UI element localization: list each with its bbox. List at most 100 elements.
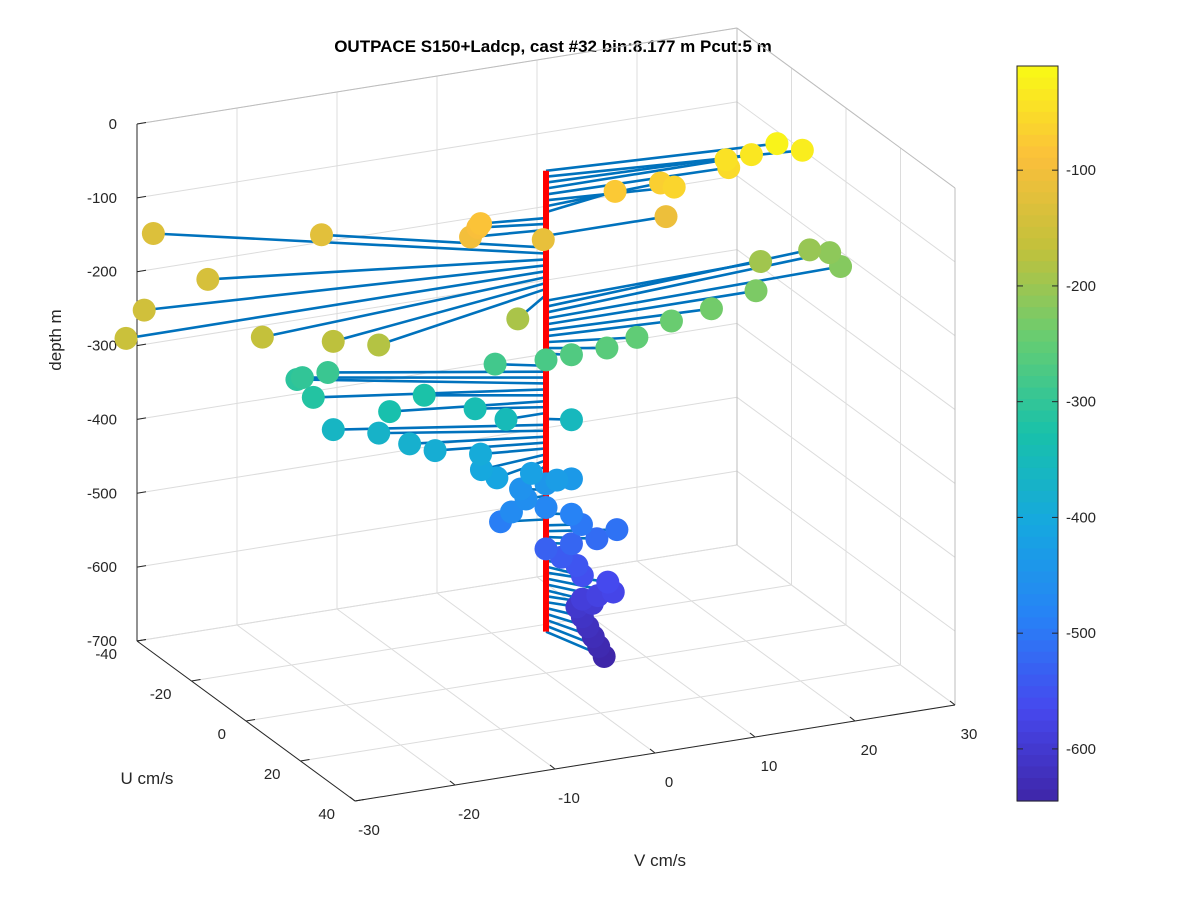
data-point — [744, 279, 768, 303]
colorbar-segment — [1017, 238, 1058, 251]
colorbar-segment — [1017, 697, 1058, 710]
colorbar-segment — [1017, 778, 1058, 791]
colorbar-segment — [1017, 123, 1058, 136]
data-point — [469, 442, 493, 466]
chart-title: OUTPACE S150+Ladcp, cast #32 bin:8.177 m… — [334, 37, 772, 56]
colorbar-segment — [1017, 261, 1058, 274]
z-tick-label: -200 — [87, 264, 117, 281]
colorbar-segment — [1017, 479, 1058, 492]
x-axis-label: V cm/s — [634, 851, 686, 870]
colorbar-segment — [1017, 307, 1058, 320]
velocity-stick — [545, 289, 757, 326]
z-tick-label: -100 — [87, 190, 117, 207]
colorbar-segment — [1017, 410, 1058, 423]
grid-line — [191, 584, 792, 682]
colorbar-segment — [1017, 536, 1058, 549]
velocity-stick — [378, 287, 547, 347]
grid-line — [736, 470, 956, 632]
z-tick-label: -600 — [87, 559, 117, 576]
data-point — [494, 407, 518, 431]
box-edge — [136, 27, 738, 125]
data-point — [559, 408, 583, 432]
data-point — [141, 221, 165, 245]
x-tick-mark — [849, 716, 856, 722]
colorbar-segment — [1017, 215, 1058, 228]
x-tick-label: 10 — [761, 758, 778, 775]
y-tick-mark — [354, 799, 365, 802]
data-point — [559, 532, 583, 556]
data-point — [196, 267, 220, 291]
velocity-stick — [378, 429, 547, 435]
z-tick-mark — [136, 122, 147, 125]
x-tick-label: -20 — [458, 806, 480, 823]
velocity-stick — [545, 260, 761, 303]
velocity-stick — [332, 281, 547, 343]
x-tick-label: 0 — [665, 774, 673, 791]
colorbar-segment — [1017, 789, 1058, 802]
z-tick-mark — [136, 565, 147, 568]
data-point — [301, 385, 325, 409]
grid-line — [245, 624, 847, 722]
data-point — [506, 307, 530, 331]
grid-line — [736, 101, 956, 263]
colorbar-segment — [1017, 732, 1058, 745]
colorbar-segment — [1017, 330, 1058, 343]
z-tick-label: 0 — [109, 116, 117, 133]
data-point — [519, 461, 543, 485]
colorbar-segment — [1017, 180, 1058, 193]
colorbar-segment — [1017, 755, 1058, 768]
velocity-stick — [262, 275, 547, 339]
data-point — [798, 238, 822, 262]
data-point — [290, 366, 314, 390]
colorbar-segment — [1017, 651, 1058, 664]
colorbar-segment — [1017, 743, 1058, 756]
colorbar-segment — [1017, 295, 1058, 308]
colorbar-segment — [1017, 571, 1058, 584]
grid-line — [736, 396, 956, 558]
data-point — [531, 228, 555, 252]
y-tick-mark — [300, 759, 310, 762]
data-point — [132, 298, 156, 322]
z-tick-mark — [136, 417, 147, 420]
grid-line — [136, 544, 738, 642]
x-tick-mark — [749, 732, 756, 738]
x-tick-mark — [549, 764, 556, 770]
velocity-stick — [545, 307, 712, 332]
z-tick-mark — [136, 269, 147, 273]
colorbar-segment — [1017, 387, 1058, 400]
data-point — [595, 336, 619, 360]
colorbar-segment — [1017, 88, 1058, 102]
data-point — [559, 502, 583, 526]
grid-line — [736, 323, 956, 484]
colorbar-segment — [1017, 720, 1058, 733]
colorbar-segment — [1017, 422, 1058, 435]
colorbar-segment — [1017, 559, 1058, 572]
z-tick-label: -400 — [87, 411, 117, 428]
colorbar-segment — [1017, 674, 1058, 687]
y-axis-label: U cm/s — [121, 769, 174, 788]
data-point — [534, 537, 558, 561]
data-point — [654, 205, 678, 229]
velocity-stick — [545, 166, 729, 196]
colorbar-segment — [1017, 364, 1058, 377]
colorbar-segment — [1017, 376, 1058, 389]
colorbar-segment — [1017, 709, 1058, 722]
colorbar-frame — [1016, 65, 1059, 802]
colorbar-segment — [1017, 594, 1058, 607]
data-layer — [114, 132, 853, 668]
y-tick-label: 0 — [218, 726, 226, 743]
colorbar-segment — [1017, 525, 1058, 538]
colorbar-segment — [1017, 433, 1058, 446]
data-point — [659, 309, 683, 333]
data-point — [367, 333, 391, 357]
colorbar-segment — [1017, 548, 1058, 561]
data-point — [534, 496, 558, 520]
y-tick-mark — [136, 639, 147, 642]
y-tick-label: -20 — [150, 686, 172, 703]
axes-3d: 0-100-200-300-400-500-600-700-40-2002040… — [87, 27, 977, 839]
colorbar-segment — [1017, 100, 1058, 113]
data-point — [316, 360, 340, 384]
velocity-stick — [475, 405, 547, 411]
velocity-stick — [545, 215, 667, 238]
